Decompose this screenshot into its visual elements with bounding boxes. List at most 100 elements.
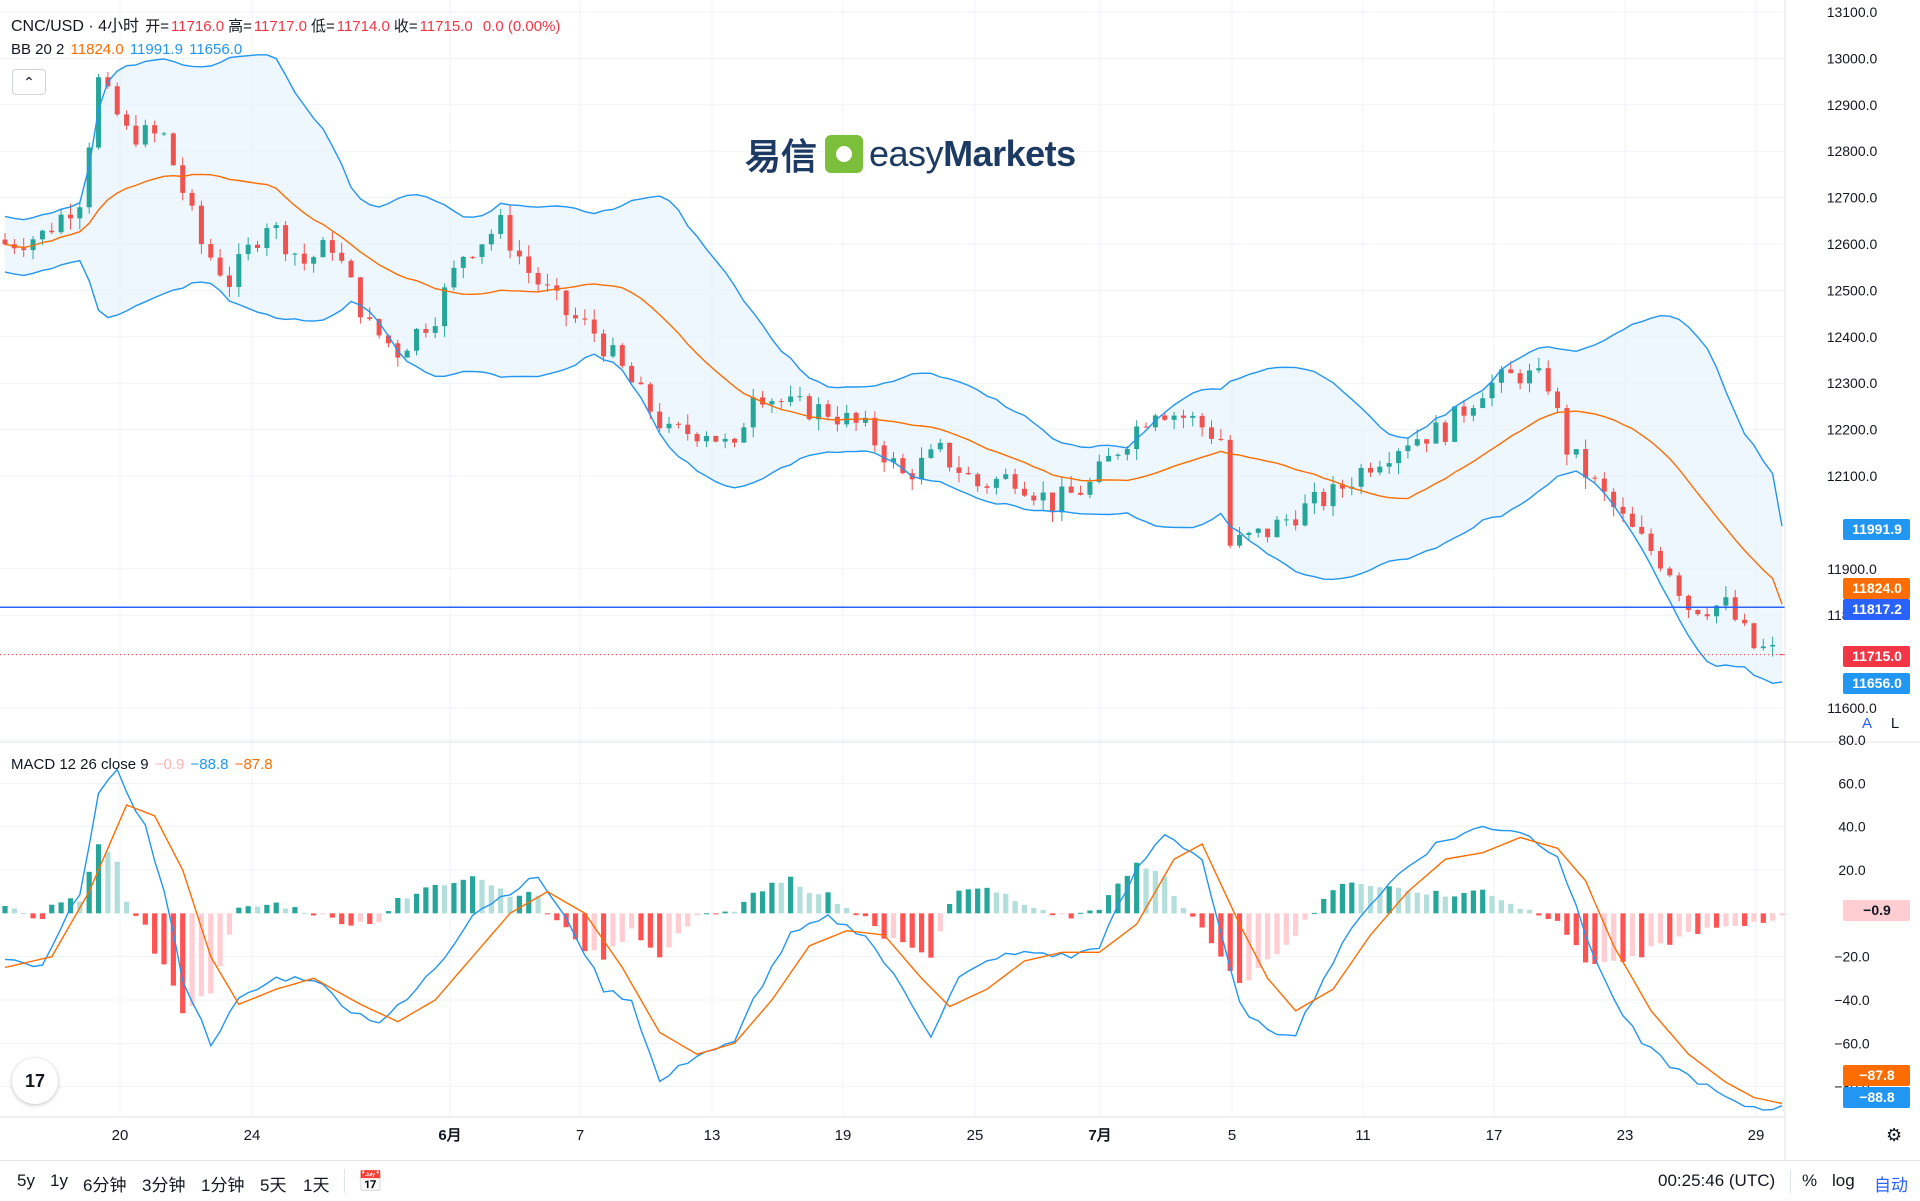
bb-upper-line <box>4 54 1783 527</box>
collapse-legend-button[interactable]: ⌃ <box>12 69 46 95</box>
candle <box>1657 546 1663 572</box>
candle-body <box>750 397 756 428</box>
candle <box>1695 609 1701 617</box>
calendar-goto-icon[interactable]: 📅 <box>358 1171 383 1193</box>
price-badge[interactable]: 11817.2 <box>1843 599 1910 620</box>
candle-body <box>1208 427 1214 439</box>
candle-body <box>404 350 410 358</box>
candle-body <box>1377 466 1383 473</box>
candle <box>86 142 92 214</box>
candle <box>788 385 794 407</box>
candle <box>245 237 251 261</box>
macd-badge[interactable]: −87.8 <box>1843 1065 1910 1086</box>
price-badge[interactable]: 11824.0 <box>1843 578 1910 599</box>
watermark-cn: 易信 <box>745 136 818 177</box>
price-badge[interactable]: 11991.9 <box>1843 519 1910 540</box>
bb-legend[interactable]: BB 20 2 11824.0 11991.9 11656.0 <box>11 41 244 58</box>
candle-body <box>507 215 513 251</box>
chart-canvas[interactable]: 13100.0 13000.0 12900.0 12800.0 12700.0 12600… <box>0 0 1920 1160</box>
price-badge[interactable]: 11715.0 <box>1843 646 1910 667</box>
price-tick-label: 12800.0 <box>1827 143 1878 159</box>
candle-body <box>311 257 317 264</box>
candle <box>1190 411 1196 427</box>
utc-clock[interactable]: 00:25:46 (UTC) <box>1658 1171 1776 1190</box>
candle-body <box>86 147 92 208</box>
candle <box>432 317 438 339</box>
price-tick-label: 12400.0 <box>1827 329 1878 345</box>
candle-body <box>853 412 859 423</box>
macd-histogram-bar <box>1452 896 1458 914</box>
candle <box>1246 531 1252 541</box>
macd-histogram-bar <box>1031 907 1037 914</box>
candle-body <box>1704 614 1710 617</box>
badge-bg <box>1843 1087 1910 1108</box>
range-1min-button[interactable]: 1分钟 <box>201 1176 245 1195</box>
gear-icon[interactable]: ⚙ <box>1886 1125 1903 1145</box>
candle <box>1583 439 1589 490</box>
range-5d-button[interactable]: 5天 <box>260 1176 287 1195</box>
candle <box>320 237 326 258</box>
candle-body <box>1106 455 1112 462</box>
macd-histogram-bar <box>1657 913 1664 944</box>
candle <box>1592 475 1598 483</box>
candle-body <box>1180 415 1186 418</box>
horizontal-line[interactable] <box>0 606 1785 656</box>
candle-body <box>713 435 719 442</box>
price-badge[interactable]: 11656.0 <box>1843 673 1910 694</box>
macd-histogram-bar <box>123 901 130 914</box>
candle-body <box>1526 370 1532 384</box>
macd-legend[interactable]: MACD 12 26 close 9 −0.9 −88.8 −87.8 <box>11 756 275 773</box>
macd-histogram-bar <box>1741 913 1748 926</box>
price-tick-label: 12200.0 <box>1827 422 1878 438</box>
candle-body <box>797 396 803 398</box>
symbol-title[interactable]: CNC/USD · 4小时 <box>11 18 140 35</box>
candle-body <box>451 267 457 288</box>
macd-histogram-bar <box>1695 913 1701 934</box>
range-1d-button[interactable]: 1天 <box>303 1176 330 1195</box>
easymarkets-logo-icon <box>825 135 864 173</box>
candle-body <box>1620 506 1626 514</box>
candle-body <box>732 438 738 443</box>
candle-body <box>1480 398 1486 408</box>
candle-body <box>357 277 363 318</box>
macd-histogram-bar <box>1302 913 1308 920</box>
macd-histogram-bar <box>1087 910 1093 914</box>
candle <box>1274 516 1280 538</box>
macd-histogram-bar <box>778 882 784 914</box>
macd-histogram-bar <box>39 913 46 919</box>
macd-histogram-bar <box>301 912 307 914</box>
log-toggle[interactable]: log <box>1832 1171 1855 1190</box>
percent-toggle[interactable]: % <box>1802 1171 1818 1190</box>
log-scale-button[interactable]: L <box>1890 715 1900 732</box>
ohlc-label: 收= <box>393 18 418 35</box>
candle <box>937 438 943 453</box>
price-tick-label: 12500.0 <box>1827 282 1878 298</box>
macd-badge[interactable]: −88.8 <box>1843 1087 1910 1108</box>
candle-body <box>1405 445 1411 452</box>
candle-body <box>937 442 943 450</box>
range-6min-button[interactable]: 6分钟 <box>83 1176 127 1195</box>
candle <box>610 337 616 359</box>
macd-histogram-bar <box>1536 913 1542 916</box>
macd-histogram-bar <box>1143 868 1149 914</box>
macd-badge[interactable]: −0.9 <box>1843 900 1910 921</box>
auto-toggle[interactable]: 自动 <box>1874 1176 1908 1195</box>
range-5y-button[interactable]: 5y <box>17 1171 35 1190</box>
time-tick-label: 23 <box>1617 1127 1634 1144</box>
range-1y-button[interactable]: 1y <box>50 1171 68 1190</box>
macd-histogram-bar <box>1676 913 1682 937</box>
auto-scale-button[interactable]: A <box>1861 715 1872 732</box>
tradingview-logo-icon[interactable]: 17 <box>12 1058 58 1104</box>
macd-histogram-bar <box>1386 886 1392 914</box>
range-3min-button[interactable]: 3分钟 <box>142 1176 186 1195</box>
macd-histogram-bar <box>254 906 261 914</box>
candle <box>816 397 822 431</box>
macd-tick-label: 60.0 <box>1838 775 1865 791</box>
macd-histogram-bar <box>1582 913 1589 963</box>
candle-body <box>1424 439 1430 444</box>
candle-body <box>1162 415 1168 420</box>
macd-histogram-bar <box>675 913 681 934</box>
candle <box>1396 448 1402 475</box>
macd-histogram-bar <box>1377 887 1383 914</box>
macd-histogram-bar <box>180 913 186 1014</box>
